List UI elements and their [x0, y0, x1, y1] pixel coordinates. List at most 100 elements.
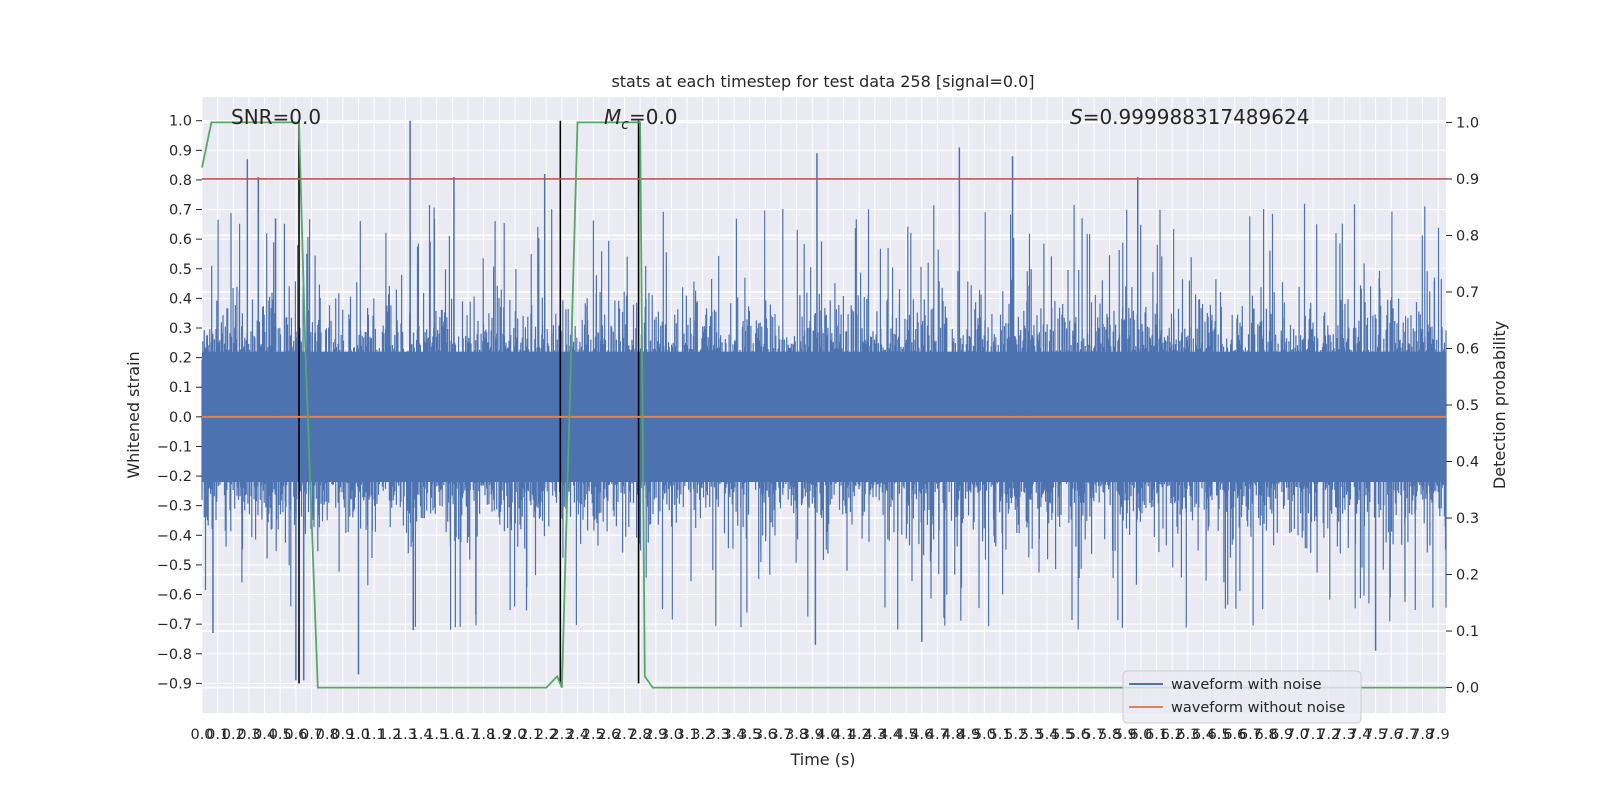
x-tick-label: 4.8 [942, 727, 965, 743]
y2-tick-label: 0.6 [1456, 341, 1479, 357]
x-tick-label: 1.6 [441, 727, 464, 743]
legend-label-with-noise: waveform with noise [1171, 677, 1322, 693]
x-tick-label: 5.8 [1098, 727, 1121, 743]
x-tick-label: 2.2 [535, 727, 558, 743]
s-value: =0.999988317489624 [1083, 105, 1310, 129]
y-tick-label: 0.5 [169, 262, 192, 278]
x-tick-label: 2.6 [597, 727, 620, 743]
s-symbol: S [1070, 105, 1083, 129]
y-tick-label: 0.0 [169, 410, 192, 426]
x-tick-label: 7.6 [1380, 727, 1403, 743]
x-tick-label: 1.1 [363, 727, 386, 743]
x-tick-label: 7.4 [1348, 727, 1371, 743]
x-tick-label: 3.9 [801, 727, 824, 743]
x-tick-label: 2.4 [566, 727, 589, 743]
x-tick-label: 0.5 [269, 727, 292, 743]
x-tick-label: 4.9 [957, 727, 980, 743]
x-tick-label: 0.4 [253, 727, 276, 743]
detection-probability-line [201, 121, 1446, 689]
x-tick-label: 2.9 [644, 727, 667, 743]
x-tick-label: 0.2 [222, 727, 245, 743]
y-tick-label: 0.3 [169, 321, 192, 337]
x-tick-label: 2.0 [503, 727, 526, 743]
y-axis-label: Whitened strain [124, 351, 143, 478]
x-tick-label: 4.4 [879, 727, 902, 743]
y-tick-label: 0.9 [169, 143, 192, 159]
y2-tick-label: 0.2 [1456, 568, 1479, 584]
y2-tick-label: 0.1 [1456, 624, 1479, 640]
y2-tick-label: 0.3 [1456, 511, 1479, 527]
x-tick-label: 6.8 [1255, 727, 1278, 743]
x-tick-label: 5.9 [1114, 727, 1137, 743]
x-tick-label: 4.3 [863, 727, 886, 743]
x-tick-label: 5.7 [1082, 727, 1105, 743]
y-tick-label: 0.7 [169, 203, 192, 219]
y2-tick-label: 1.0 [1456, 115, 1479, 131]
x-tick-label: 1.7 [456, 727, 479, 743]
x-tick-label: 3.0 [660, 727, 683, 743]
x-tick-label: 0.6 [284, 727, 307, 743]
y-tick-label: 0.8 [169, 173, 192, 189]
x-tick-label: 6.7 [1239, 727, 1262, 743]
x-tick-label: 0.1 [206, 727, 229, 743]
x-tick-label: 3.7 [769, 727, 792, 743]
mc-annotation: Mc=0.0 [604, 105, 678, 133]
y-tick-label: 0.6 [169, 232, 192, 248]
y-tick-label: −0.5 [157, 558, 192, 574]
mc-subscript: c [621, 117, 629, 133]
y2-tick-label: 0.4 [1456, 455, 1479, 471]
x-tick-label: 1.3 [394, 727, 417, 743]
y2-axis-ticks: 0.0 0.1 0.2 0.3 0.4 0.5 0.6 0.7 0.8 0.9 1.0 [1446, 115, 1479, 697]
x-tick-label: 7.3 [1333, 727, 1356, 743]
x-tick-label: 1.9 [488, 727, 511, 743]
y-tick-label: 0.2 [169, 351, 192, 367]
x-tick-label: 4.5 [895, 727, 918, 743]
x-tick-label: 2.8 [629, 727, 652, 743]
x-tick-label: 2.3 [550, 727, 573, 743]
x-tick-label: 5.1 [989, 727, 1012, 743]
x-axis-ticks: 0.00.10.20.30.40.50.60.70.80.91.01.11.21… [190, 727, 1449, 743]
x-tick-label: 5.3 [1020, 727, 1043, 743]
x-tick-label: 5.4 [1035, 727, 1058, 743]
x-tick-label: 3.6 [754, 727, 777, 743]
x-tick-label: 7.2 [1317, 727, 1340, 743]
x-tick-label: 6.9 [1270, 727, 1293, 743]
x-tick-label: 2.1 [519, 727, 542, 743]
legend: waveform with noise waveform without noi… [1122, 670, 1362, 724]
y-tick-label: −0.6 [157, 588, 192, 604]
x-tick-label: 5.6 [1067, 727, 1090, 743]
x-tick-label: 5.5 [1051, 727, 1074, 743]
x-tick-label: 2.5 [582, 727, 605, 743]
x-axis-label: Time (s) [789, 750, 855, 769]
y-tick-label: 1.0 [169, 114, 192, 130]
y-tick-label: 0.1 [169, 380, 192, 396]
x-tick-label: 4.1 [832, 727, 855, 743]
x-tick-label: 0.0 [190, 727, 213, 743]
y-tick-label: −0.9 [157, 676, 192, 692]
snr-annotation: SNR=0.0 [231, 105, 321, 129]
x-tick-label: 3.1 [676, 727, 699, 743]
x-tick-label: 3.2 [691, 727, 714, 743]
x-tick-label: 6.2 [1161, 727, 1184, 743]
chart-title: stats at each timestep for test data 258… [611, 72, 1034, 91]
x-tick-label: 4.0 [816, 727, 839, 743]
legend-box [1122, 670, 1362, 724]
x-tick-label: 6.5 [1208, 727, 1231, 743]
x-tick-label: 7.5 [1364, 727, 1387, 743]
x-tick-label: 1.5 [425, 727, 448, 743]
legend-label-without-noise: waveform without noise [1171, 700, 1345, 716]
y-tick-label: −0.2 [157, 469, 192, 485]
x-tick-label: 7.8 [1411, 727, 1434, 743]
y2-axis-label: Detection probability [1490, 321, 1509, 489]
y-tick-label: 0.4 [169, 291, 192, 307]
x-tick-label: 1.2 [378, 727, 401, 743]
y-tick-label: −0.1 [157, 439, 192, 455]
x-tick-label: 0.9 [331, 727, 354, 743]
x-tick-label: 6.0 [1129, 727, 1152, 743]
x-tick-label: 3.5 [738, 727, 761, 743]
y2-tick-label: 0.0 [1456, 681, 1479, 697]
x-tick-label: 7.1 [1301, 727, 1324, 743]
mc-value: =0.0 [629, 105, 678, 129]
y-tick-label: −0.7 [157, 617, 192, 633]
x-tick-label: 5.2 [1004, 727, 1027, 743]
